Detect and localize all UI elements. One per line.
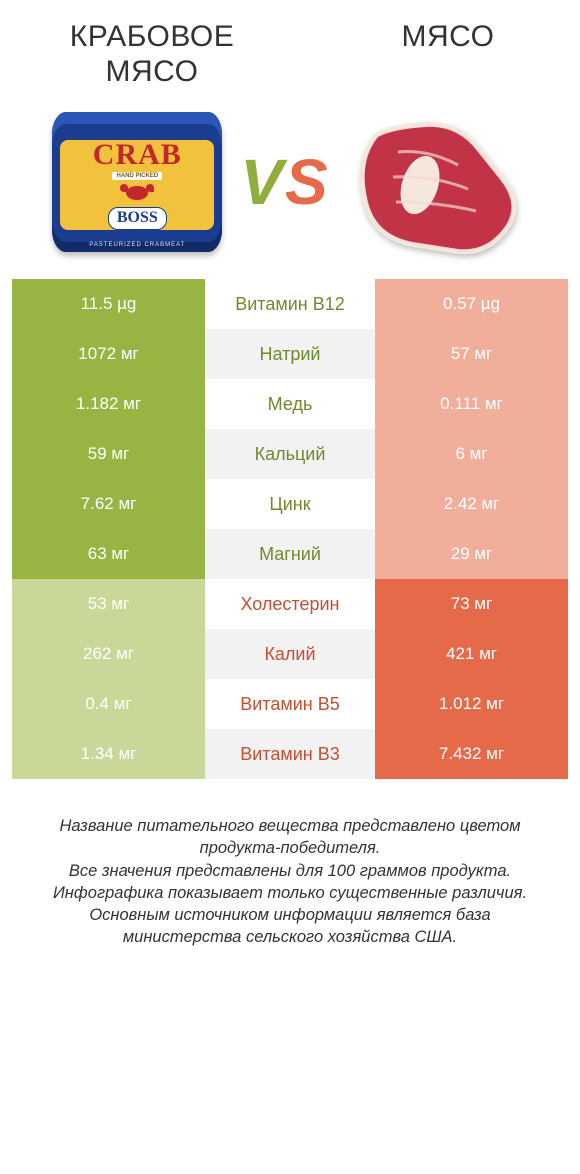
crab-icon: [120, 184, 154, 203]
can-text-hand: HAND PICKED: [112, 172, 162, 180]
table-row: 1.182 мгМедь0.111 мг: [12, 379, 568, 429]
cell-nutrient-label: Магний: [205, 529, 375, 579]
cell-right-value: 6 мг: [375, 429, 568, 479]
cell-right-value: 421 мг: [375, 629, 568, 679]
cell-left-value: 1.182 мг: [12, 379, 205, 429]
infographic: Крабовое мясо Мясо CRAB HAND PICKED BOSS…: [0, 0, 580, 949]
cell-left-value: 63 мг: [12, 529, 205, 579]
can-text-boss: BOSS: [108, 207, 167, 230]
cell-nutrient-label: Медь: [205, 379, 375, 429]
cell-right-value: 7.432 мг: [375, 729, 568, 779]
cell-right-value: 1.012 мг: [375, 679, 568, 729]
table-row: 1072 мгНатрий57 мг: [12, 329, 568, 379]
cell-left-value: 1.34 мг: [12, 729, 205, 779]
cell-nutrient-label: Кальций: [205, 429, 375, 479]
cell-left-value: 53 мг: [12, 579, 205, 629]
cell-right-value: 0.111 мг: [375, 379, 568, 429]
cell-right-value: 73 мг: [375, 579, 568, 629]
table-row: 53 мгХолестерин73 мг: [12, 579, 568, 629]
cell-nutrient-label: Натрий: [205, 329, 375, 379]
table-row: 63 мгМагний29 мг: [12, 529, 568, 579]
table-row: 7.62 мгЦинк2.42 мг: [12, 479, 568, 529]
comparison-table: 11.5 µgВитамин B120.57 µg1072 мгНатрий57…: [12, 279, 568, 779]
cell-nutrient-label: Витамин B5: [205, 679, 375, 729]
title-row: Крабовое мясо Мясо: [12, 20, 568, 89]
title-right: Мясо: [348, 20, 548, 55]
table-row: 59 мгКальций6 мг: [12, 429, 568, 479]
cell-nutrient-label: Цинк: [205, 479, 375, 529]
footer-note: Название питательного вещества представл…: [12, 815, 568, 949]
cell-nutrient-label: Холестерин: [205, 579, 375, 629]
cell-nutrient-label: Калий: [205, 629, 375, 679]
cell-left-value: 1072 мг: [12, 329, 205, 379]
crab-can-image: CRAB HAND PICKED BOSS PASTEURIZED CRABME…: [52, 112, 222, 252]
cell-right-value: 29 мг: [375, 529, 568, 579]
table-row: 262 мгКалий421 мг: [12, 629, 568, 679]
table-row: 1.34 мгВитамин B37.432 мг: [12, 729, 568, 779]
can-text-crab: CRAB: [93, 140, 182, 170]
cell-left-value: 262 мг: [12, 629, 205, 679]
title-left: Крабовое мясо: [32, 20, 272, 89]
cell-left-value: 0.4 мг: [12, 679, 205, 729]
vs-s: S: [285, 146, 330, 218]
cell-right-value: 2.42 мг: [375, 479, 568, 529]
can-text-foot: PASTEURIZED CRABMEAT: [52, 242, 222, 248]
vs-label: VS: [240, 145, 329, 219]
table-row: 11.5 µgВитамин B120.57 µg: [12, 279, 568, 329]
table-row: 0.4 мгВитамин B51.012 мг: [12, 679, 568, 729]
cell-left-value: 7.62 мг: [12, 479, 205, 529]
cell-right-value: 0.57 µg: [375, 279, 568, 329]
cell-left-value: 59 мг: [12, 429, 205, 479]
cell-nutrient-label: Витамин B12: [205, 279, 375, 329]
cell-nutrient-label: Витамин B3: [205, 729, 375, 779]
cell-left-value: 11.5 µg: [12, 279, 205, 329]
vs-v: V: [240, 146, 285, 218]
steak-image: [348, 107, 528, 257]
hero-row: CRAB HAND PICKED BOSS PASTEURIZED CRABME…: [12, 107, 568, 257]
cell-right-value: 57 мг: [375, 329, 568, 379]
